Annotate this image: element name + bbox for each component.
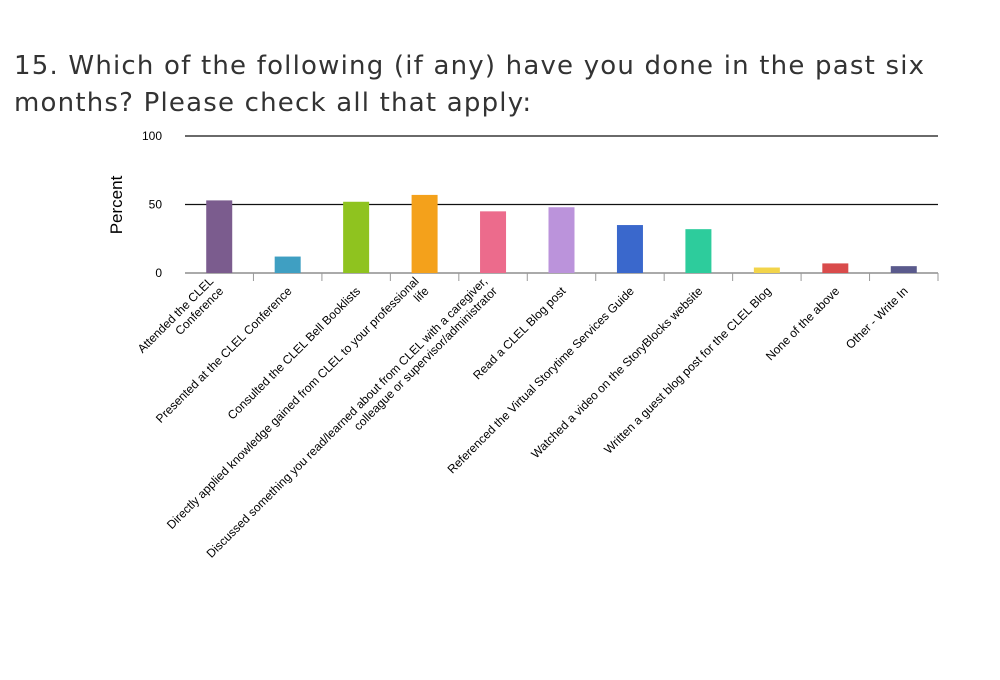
- bar: [890, 266, 917, 273]
- x-tick-label-line: Discussed something you read/learned abo…: [204, 274, 490, 560]
- y-axis-label: Percent: [107, 175, 126, 234]
- y-tick-label: 100: [142, 129, 162, 143]
- bar: [822, 263, 849, 273]
- y-tick-labels: 0 50 100: [142, 129, 162, 280]
- bars: [206, 194, 917, 273]
- bar: [343, 201, 370, 273]
- bar: [753, 267, 780, 273]
- y-tick-label: 0: [155, 266, 162, 280]
- bar: [206, 200, 233, 273]
- bar: [480, 211, 507, 273]
- x-tick-label-line: colleague or supervisor/administrator: [351, 284, 500, 433]
- x-tick-label: Discussed something you read/learned abo…: [204, 274, 500, 560]
- x-tick-label: None of the above: [763, 284, 842, 363]
- bar: [411, 194, 438, 273]
- x-tick-marks: [252, 273, 939, 281]
- page-title: 15. Which of the following (if any) have…: [14, 51, 926, 118]
- x-tick-label-line: None of the above: [763, 284, 842, 363]
- x-tick-label-line: Other - Write In: [843, 284, 911, 352]
- bar: [548, 207, 575, 273]
- x-tick-label: Other - Write In: [843, 284, 911, 352]
- bar: [685, 229, 712, 273]
- bar: [274, 256, 301, 273]
- bar: [616, 225, 643, 273]
- y-tick-label: 50: [149, 198, 163, 212]
